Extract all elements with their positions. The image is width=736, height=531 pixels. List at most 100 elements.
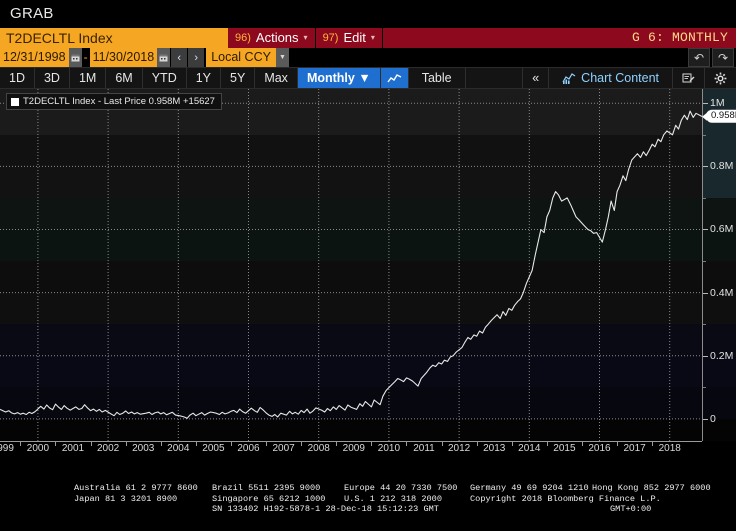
x-tick-label: 2012 (447, 443, 471, 454)
y-tick-minor (703, 134, 706, 136)
chart-svg (0, 89, 702, 441)
x-axis[interactable]: 1999 2000 2001 2002 2003 2004 2005 2006 2007 2008… (0, 441, 702, 454)
y-tick-label: 0 (710, 412, 716, 425)
axis-band (703, 418, 736, 441)
plot-canvas[interactable] (0, 89, 702, 441)
line-chart-icon[interactable] (380, 68, 409, 88)
x-tick (581, 441, 583, 446)
chart-area[interactable]: T2DECLTL Index - Last Price 0.958M +1562… (0, 89, 736, 454)
y-tick-label: 0.2M (710, 349, 734, 362)
annotate-icon[interactable] (673, 68, 705, 88)
x-tick-label: 2014 (518, 443, 541, 454)
legend-label: T2DECLTL Index - Last Price 0.958M +1562… (23, 96, 215, 107)
plot-band (0, 229, 702, 262)
x-tick (511, 441, 513, 446)
footer-phone-us: U.S. 1 212 318 2000 (344, 493, 442, 504)
x-tick-label: 2011 (413, 443, 435, 454)
axis-band (703, 355, 736, 388)
y-tick-minor (703, 387, 706, 389)
data-series-line (0, 110, 702, 419)
edit-number: 97) (322, 32, 339, 44)
x-tick (476, 441, 478, 446)
terminal-footer: Australia 61 2 9777 8600 Brazil 5511 239… (0, 483, 736, 531)
date-separator: - (81, 48, 90, 67)
next-period-button[interactable]: › (187, 48, 205, 67)
prev-period-button[interactable]: ‹ (170, 48, 188, 67)
plot-band (0, 355, 702, 388)
calendar-icon[interactable] (68, 48, 82, 67)
x-tick-label: 2001 (61, 443, 85, 454)
footer-session-info: SN 133402 H192-5878-1 28-Dec-18 15:12:23… (212, 504, 439, 514)
y-axis[interactable]: 1M 0.8M 0.6M 0.4M 0.2M 0 0.958M (702, 89, 736, 441)
x-tick-label: 2006 (237, 443, 260, 454)
y-tick (703, 418, 708, 420)
x-tick-label: 2016 (588, 443, 611, 454)
axis-band (703, 387, 736, 419)
range-1d[interactable]: 1D (0, 68, 35, 88)
footer-row-2: Japan 81 3 3201 8900 Singapore 65 6212 1… (0, 494, 736, 505)
footer-phone-europe: Europe 44 20 7330 7500 (344, 483, 458, 493)
axis-band (703, 229, 736, 262)
x-tick (371, 441, 373, 446)
gear-icon[interactable] (705, 68, 736, 88)
last-price-tag: 0.958M (706, 110, 736, 123)
footer-timezone: GMT+0:00 (610, 504, 652, 514)
y-tick (703, 229, 708, 231)
undo-button[interactable]: ↶ (688, 48, 710, 67)
currency-selector[interactable]: Local CCY (206, 48, 276, 67)
y-tick (703, 166, 708, 168)
range-6m[interactable]: 6M (106, 68, 143, 88)
y-tick (703, 292, 708, 294)
range-max[interactable]: Max (255, 68, 298, 88)
plot-band (0, 387, 702, 419)
axis-band (703, 261, 736, 293)
x-tick (160, 441, 162, 446)
chevron-down-icon[interactable]: ▼ (275, 48, 289, 67)
y-tick-minor (703, 197, 706, 199)
tab-table[interactable]: Table (409, 68, 466, 88)
footer-phone-japan: Japan 81 3 3201 8900 (74, 493, 178, 504)
chart-legend[interactable]: T2DECLTL Index - Last Price 0.958M +1562… (6, 93, 222, 110)
footer-phone-germany: Germany 49 69 9204 1210 (470, 483, 589, 493)
x-tick-label: 2013 (483, 443, 506, 454)
edit-label: Edit (343, 30, 366, 45)
start-date-input[interactable]: 12/31/1998 (0, 48, 69, 67)
x-tick-label: 2007 (272, 443, 295, 454)
x-tick-label: 2000 (26, 443, 50, 454)
x-tick (441, 441, 443, 446)
footer-phone-brazil: Brazil 5511 2395 9000 (212, 483, 321, 493)
actions-menu[interactable]: 96) Actions ▾ (228, 28, 316, 48)
undo-redo-group: ↶ ↷ (688, 48, 734, 67)
x-tick-label: 2017 (623, 443, 646, 454)
range-3d[interactable]: 3D (35, 68, 70, 88)
collapse-panel-button[interactable]: « (523, 68, 550, 88)
range-5y[interactable]: 5Y (221, 68, 256, 88)
axis-band (703, 324, 736, 356)
chart-content-button[interactable]: Chart Content (549, 68, 673, 88)
x-tick (336, 441, 338, 446)
x-tick (546, 441, 548, 446)
x-tick (55, 441, 57, 446)
redo-button[interactable]: ↷ (712, 48, 734, 67)
y-tick-minor (703, 324, 706, 326)
y-tick-label: 0.6M (710, 223, 734, 236)
x-tick (90, 441, 92, 446)
actions-number: 96) (235, 32, 251, 44)
end-date-input[interactable]: 11/30/2018 (89, 48, 158, 67)
y-tick-minor (703, 261, 706, 263)
security-bar: T2DECLTL Index 96) Actions ▾ 97) Edit ▾ … (0, 28, 736, 48)
range-ytd[interactable]: YTD (143, 68, 187, 88)
x-tick (20, 441, 22, 446)
range-1y[interactable]: 1Y (187, 68, 222, 88)
plot-band (0, 292, 702, 325)
range-1m[interactable]: 1M (70, 68, 107, 88)
calendar-icon[interactable] (157, 48, 171, 67)
edit-menu[interactable]: 97) Edit ▾ (315, 28, 383, 48)
interval-selector[interactable]: Monthly ▼ (297, 68, 381, 88)
chevron-down-icon: ▾ (303, 33, 308, 42)
x-tick-label: 2015 (553, 443, 576, 454)
plot-band (0, 324, 702, 356)
security-ticker[interactable]: T2DECLTL Index (0, 28, 228, 48)
y-tick (703, 355, 708, 357)
x-tick-label: 2010 (377, 443, 401, 454)
